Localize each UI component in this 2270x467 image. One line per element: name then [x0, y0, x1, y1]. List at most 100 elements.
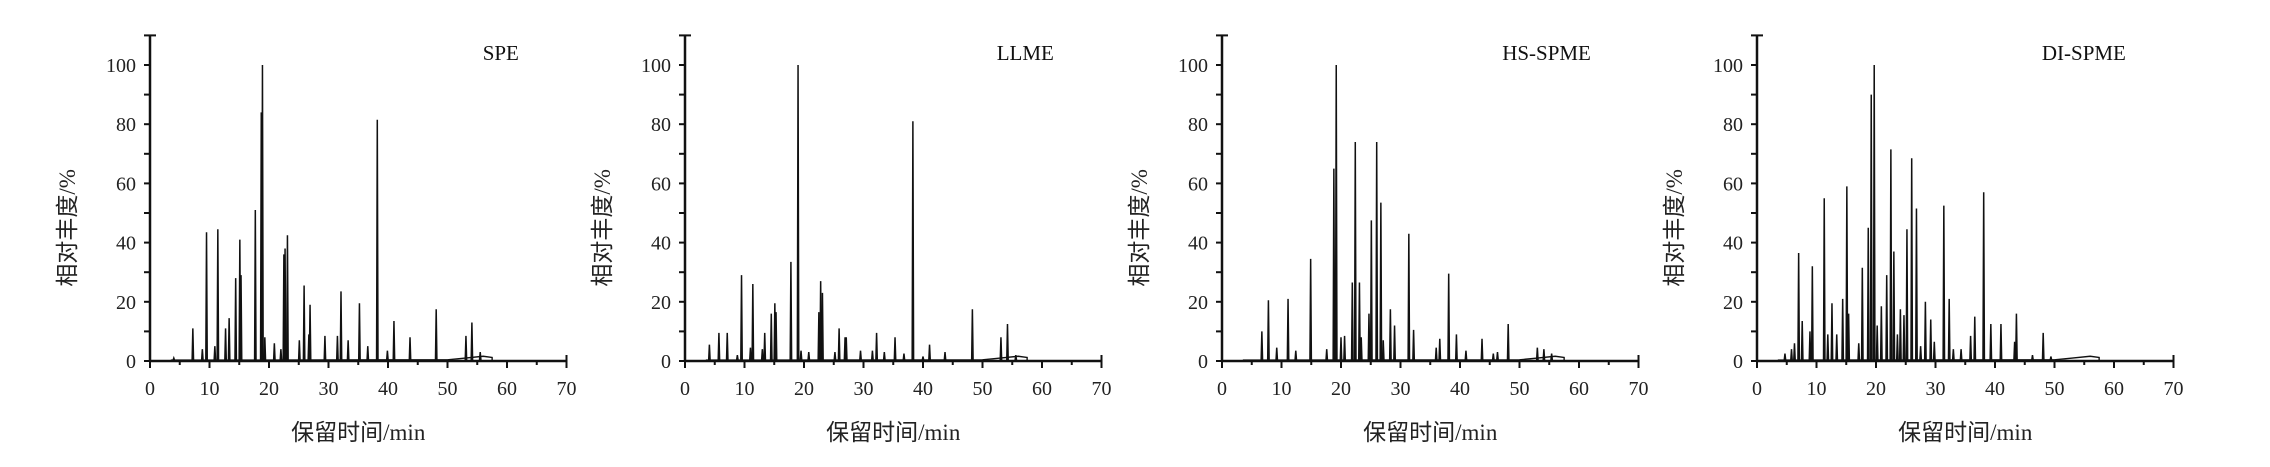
- x-tick-label: 70: [1092, 378, 1112, 400]
- chromatogram-peak: [357, 303, 361, 361]
- chromatogram-peak: [1841, 298, 1845, 361]
- chromatogram-peak: [2041, 332, 2045, 361]
- chromatogram-peak: [748, 347, 752, 361]
- chart-panel-di-spme: 0 10 20 30 40 50 60 70 0 20 40 60 80 100 保留时间/min 相对丰度/…: [1662, 34, 2184, 445]
- chromatogram-peak: [819, 281, 823, 361]
- x-tick-label: 70: [557, 378, 577, 400]
- chromatogram-peak: [1496, 352, 1499, 361]
- chromatogram-peak: [1535, 347, 1539, 361]
- chromatogram-peak: [1353, 141, 1357, 361]
- chromatogram-peak: [2014, 313, 2018, 361]
- chromatogram-peak: [1447, 273, 1451, 361]
- chromatogram-peak: [234, 278, 238, 361]
- y-tick-label: 0: [1198, 351, 1208, 373]
- chromatogram-peak: [335, 335, 339, 361]
- chromatogram-peak: [1872, 64, 1876, 361]
- chromatogram-peak: [1797, 252, 1801, 361]
- chromatogram-peak: [1359, 337, 1363, 361]
- chromatogram-peak: [1379, 202, 1383, 361]
- chromatogram-peak: [408, 337, 412, 361]
- chromatogram-peak: [191, 328, 195, 361]
- chromatogram-peak: [308, 304, 312, 361]
- chromatogram-peak: [1885, 275, 1889, 361]
- y-tick-label: 60: [1723, 173, 1743, 195]
- chromatogram-peak: [1790, 349, 1793, 361]
- chromatogram-peak: [893, 337, 897, 361]
- chromatogram-peak: [1783, 353, 1787, 361]
- x-tick-label: 40: [1985, 378, 2005, 400]
- y-tick-label: 0: [1733, 351, 1743, 373]
- chromatogram-peak: [928, 344, 932, 361]
- chromatogram-peak: [1393, 325, 1397, 361]
- chromatogram-peak: [1334, 64, 1338, 361]
- chromatogram-peak: [2031, 354, 2034, 361]
- chromatogram-peak: [1898, 309, 1902, 361]
- chromatogram-peak: [227, 318, 231, 361]
- chromatogram-peak: [1845, 186, 1849, 361]
- chromatogram-peak: [302, 285, 306, 361]
- chromatogram-peak: [263, 337, 267, 361]
- chromatogram-peak: [1388, 309, 1392, 361]
- y-tick-label: 40: [1188, 233, 1208, 255]
- chromatogram-peak: [1550, 353, 1554, 361]
- x-tick-label: 0: [1217, 378, 1227, 400]
- chromatogram-peak: [1332, 168, 1336, 361]
- chromatogram-peak: [717, 332, 721, 361]
- x-axis-title: 保留时间/min: [1363, 420, 1498, 445]
- chromatogram-peak: [796, 64, 800, 361]
- x-tick-label: 30: [1926, 378, 1946, 400]
- x-tick-label: 10: [735, 378, 755, 400]
- chromatogram-peak: [1951, 349, 1955, 361]
- chromatogram-peak: [1857, 343, 1861, 361]
- chromatogram-peak: [859, 350, 862, 361]
- chromatogram-peak: [346, 340, 350, 361]
- chromatogram-peak: [844, 337, 848, 361]
- chart-panel-spe: 0 10 20 30 40 50 60 70 0 20 40 60 80 100 保留时间/min 相对丰度/…: [55, 34, 577, 445]
- chromatogram-peak: [478, 352, 482, 361]
- y-tick-label: 100: [1713, 55, 1743, 77]
- y-tick-label: 100: [641, 55, 671, 77]
- y-axis-title: 相对丰度/%: [1127, 169, 1152, 287]
- chromatogram-peak: [1905, 229, 1909, 361]
- y-tick-label: 80: [651, 114, 671, 136]
- chromatogram-peak: [1454, 334, 1458, 361]
- chromatogram-peak: [1866, 227, 1870, 361]
- chromatogram-peak: [769, 313, 773, 361]
- x-tick-label: 50: [2045, 378, 2065, 400]
- chromatogram-peak: [239, 275, 243, 361]
- x-tick-label: 20: [794, 378, 814, 400]
- chromatogram-peak: [1902, 315, 1906, 361]
- x-tick-label: 40: [378, 378, 398, 400]
- chromatogram-peak: [921, 356, 925, 361]
- chromatogram-peak: [213, 346, 217, 361]
- x-tick-label: 50: [438, 378, 458, 400]
- chromatogram-peak: [1339, 337, 1343, 361]
- chromatogram-peak: [799, 350, 803, 361]
- chromatogram-peak: [224, 328, 228, 361]
- chromatogram-peak: [882, 352, 886, 361]
- chromatogram-peak: [434, 309, 438, 361]
- chromatogram-peak: [283, 248, 287, 361]
- chromatogram-peak: [735, 354, 739, 361]
- chromatogram-peak: [1929, 319, 1933, 361]
- chromatogram-peak: [1542, 349, 1546, 361]
- chromatogram-peak: [1822, 198, 1826, 361]
- chromatogram-peak: [200, 349, 204, 361]
- panel-title: DI-SPME: [2042, 41, 2126, 65]
- chromatogram-peak: [875, 332, 879, 361]
- chromatogram-peak: [1294, 350, 1298, 361]
- chromatogram-peak: [1434, 347, 1438, 361]
- chromatogram-peak: [1266, 300, 1270, 361]
- x-tick-label: 60: [1032, 378, 1052, 400]
- chromatogram-peak: [1381, 340, 1385, 361]
- x-tick-label: 0: [1752, 378, 1762, 400]
- chromatogram-peak: [870, 350, 874, 361]
- chromatogram-peak: [260, 64, 264, 361]
- x-tick-label: 20: [259, 378, 279, 400]
- chromatogram-peak: [1506, 323, 1510, 361]
- x-axis-title: 保留时间/min: [1898, 420, 2033, 445]
- chromatogram-peak: [385, 350, 389, 361]
- chromatogram-peak: [1800, 321, 1804, 361]
- chromatogram-peak: [902, 353, 906, 361]
- chromatogram-peak: [1810, 266, 1814, 361]
